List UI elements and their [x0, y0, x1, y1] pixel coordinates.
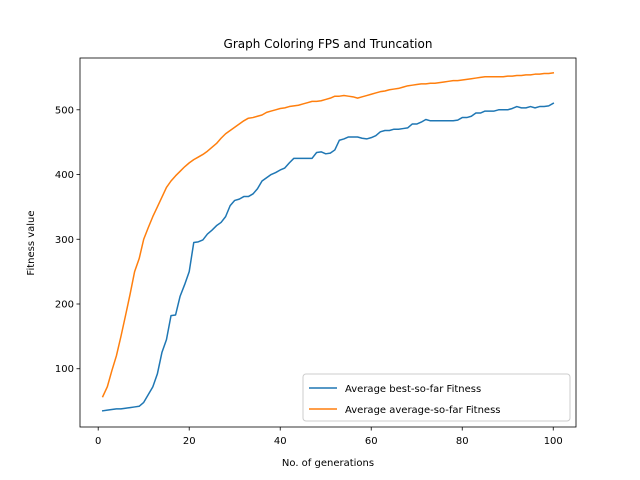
y-axis-label: Fitness value	[26, 210, 37, 275]
y-tick-label: 400	[55, 170, 74, 181]
x-tick-label: 100	[544, 436, 563, 447]
chart-title: Graph Coloring FPS and Truncation	[224, 37, 433, 51]
axes: 0 20 40 60 80 100 100 200 300 400 500	[55, 57, 577, 447]
legend-label-1: Average best-so-far Fitness	[345, 384, 481, 395]
legend-box	[302, 373, 571, 422]
y-tick-label: 500	[55, 105, 74, 116]
x-tick-label: 40	[274, 436, 287, 447]
series-line-1	[101, 102, 555, 412]
x-tick-label: 80	[456, 436, 469, 447]
plot-frame	[79, 57, 577, 428]
legend: Average best-so-far Fitness Average avera…	[302, 373, 571, 422]
x-tick-label: 60	[365, 436, 378, 447]
series-line-2	[101, 72, 555, 398]
plot-area	[101, 72, 555, 412]
y-tick-label: 300	[55, 235, 74, 246]
x-tick-label: 20	[183, 436, 196, 447]
x-tick-label: 0	[95, 436, 101, 447]
legend-label-2: Average average-so-far Fitness	[345, 405, 500, 416]
y-tick-label: 200	[55, 300, 74, 311]
y-tick-label: 100	[55, 364, 74, 375]
x-axis-label: No. of generations	[282, 458, 374, 469]
